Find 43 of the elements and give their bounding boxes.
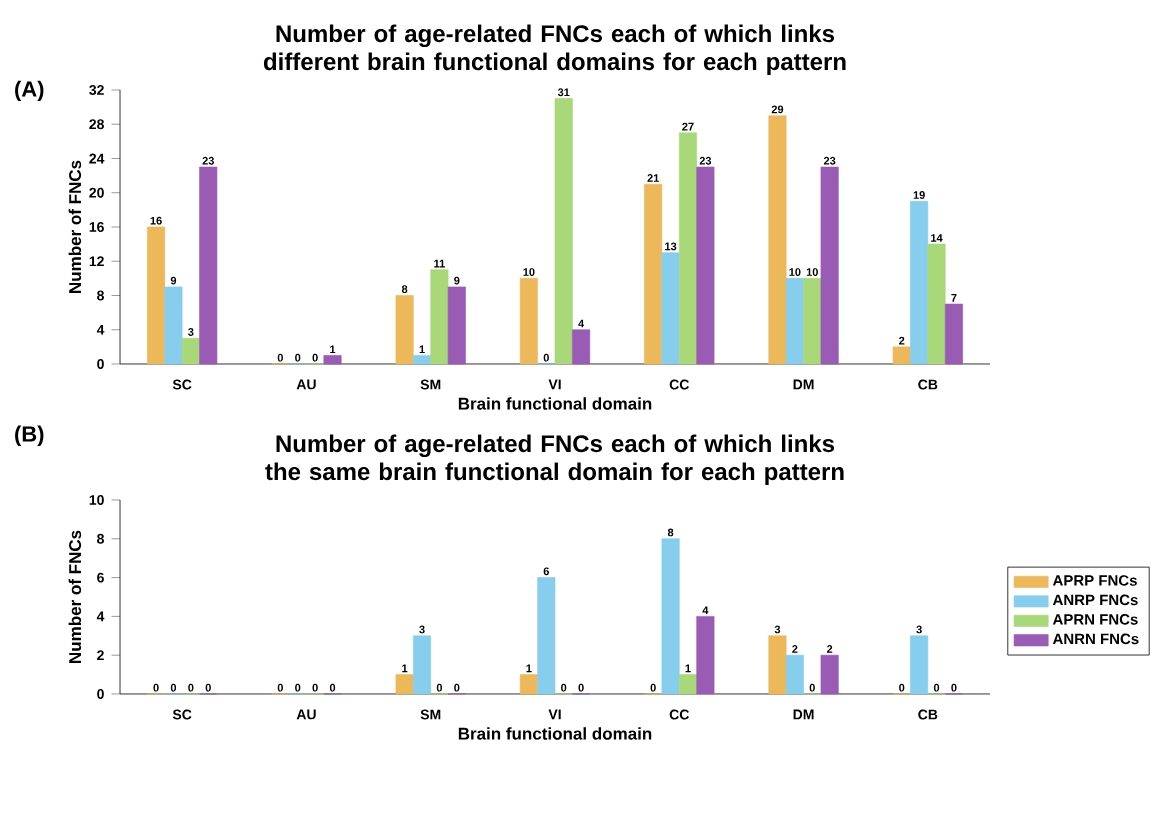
bar — [413, 355, 432, 365]
bar — [644, 183, 663, 365]
x-axis-title: Brain functional domain — [458, 727, 652, 740]
x-axis-title: Brain functional domain — [458, 397, 652, 410]
bar — [927, 243, 946, 365]
chart-title: Number of age-related FNCs each of which links different brain functional domains for each pattern — [263, 24, 846, 75]
text: (A) — [15, 80, 44, 102]
bar — [164, 286, 183, 365]
bar — [678, 132, 697, 365]
bar — [892, 346, 911, 365]
bar — [323, 355, 342, 365]
bar — [147, 226, 166, 365]
bar — [910, 201, 929, 365]
bar — [785, 654, 804, 695]
bar — [519, 278, 538, 365]
bar — [661, 252, 680, 365]
bar — [696, 616, 715, 695]
bar — [181, 337, 200, 365]
chart-title: Number of age-related FNCs each of which links the same brain functional domain for each pattern — [265, 434, 844, 485]
bar — [944, 303, 963, 365]
y-axis-title: Number of FNCs — [68, 530, 82, 663]
bar — [395, 295, 414, 365]
bar — [430, 269, 449, 365]
bar — [661, 538, 680, 695]
bar — [696, 166, 715, 365]
bar — [572, 329, 591, 365]
bar — [395, 674, 414, 695]
y-axis-title: Number of FNCs — [68, 160, 82, 293]
bar — [413, 635, 432, 695]
bar — [785, 278, 804, 365]
bar — [519, 674, 538, 695]
bar — [537, 577, 556, 695]
bar — [768, 635, 787, 695]
bar — [199, 166, 218, 365]
bar — [820, 654, 839, 695]
bar — [678, 674, 697, 695]
bar — [820, 166, 839, 365]
text: (B) — [15, 425, 44, 447]
bar — [803, 278, 822, 365]
bar — [447, 286, 466, 365]
bar — [910, 635, 929, 695]
bar — [768, 115, 787, 365]
bar — [554, 98, 573, 365]
